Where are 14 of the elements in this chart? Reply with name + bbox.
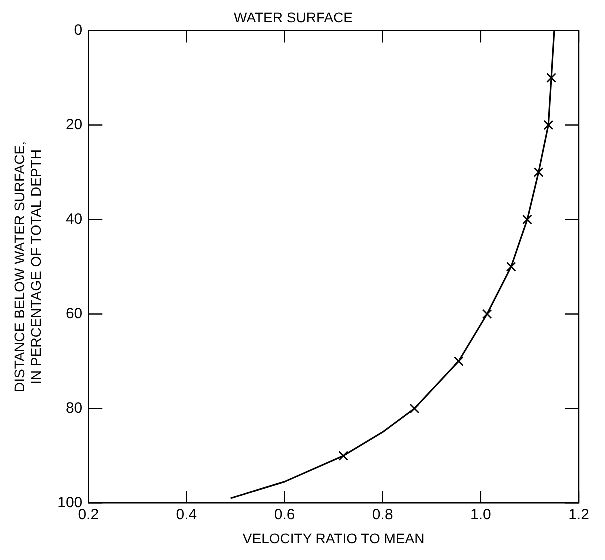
chart-title: WATER SURFACE xyxy=(234,9,354,26)
x-tick-label: 0.2 xyxy=(78,506,100,524)
y-tick-label: 80 xyxy=(66,400,83,417)
y-tick-label: 60 xyxy=(66,305,83,322)
x-tick-label: 0.6 xyxy=(274,506,296,524)
x-tick-label: 0.8 xyxy=(372,506,394,524)
y-tick-label: 40 xyxy=(66,210,83,228)
y-tick-label: 20 xyxy=(66,116,83,134)
x-tick-label: 0.4 xyxy=(176,506,198,524)
x-tick-label: 1.2 xyxy=(568,506,590,524)
y-tick-label: 0 xyxy=(74,22,83,39)
x-axis-title: VELOCITY RATIO TO MEAN xyxy=(242,530,425,546)
y-axis-title: DISTANCE BELOW WATER SURFACE, IN PERCENTAGE OF TOTAL DEPTH xyxy=(11,142,44,392)
x-tick-label: 1.0 xyxy=(470,506,492,524)
